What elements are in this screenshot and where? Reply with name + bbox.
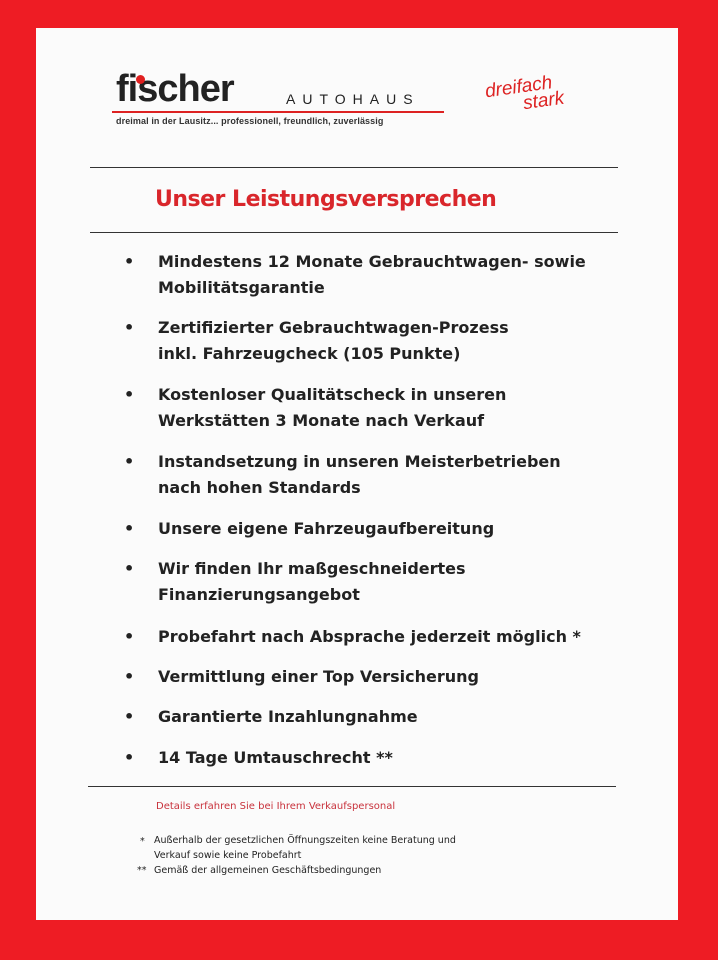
logo-suffix: AUTOHAUS (286, 91, 420, 107)
tagline: dreimal in der Lausitz... professionell,… (116, 116, 384, 126)
page-title: Unser Leistungsversprechen (155, 187, 497, 212)
bullet-icon: • (124, 385, 135, 404)
list-item-text: Zertifizierter Gebrauchtwagen-Prozess in… (158, 318, 509, 363)
footnote-mark: ** (137, 865, 147, 876)
bullet-icon: • (124, 627, 135, 646)
list-item-text: 14 Tage Umtauschrecht ** (158, 748, 393, 767)
bullet-icon: • (124, 748, 135, 767)
logo-underline (112, 111, 444, 113)
bullet-icon: • (124, 667, 135, 686)
details-note: Details erfahren Sie bei Ihrem Verkaufsp… (156, 801, 396, 812)
list-item-text: Unsere eigene Fahrzeugaufbereitung (158, 519, 495, 538)
footnote-text: Außerhalb der gesetzlichen Öffnungszeite… (154, 835, 456, 861)
list-item-text: Instandsetzung in unseren Meisterbetrieb… (158, 452, 561, 497)
list-item-text: Garantierte Inzahlungnahme (158, 707, 418, 726)
bullet-icon: • (124, 452, 135, 471)
bullet-icon: • (124, 559, 135, 578)
list-item-text: Kostenloser Qualitätscheck in unseren We… (158, 385, 507, 430)
footnote-mark: * (140, 836, 145, 847)
logo-dot-icon (136, 75, 145, 84)
bullet-icon: • (124, 318, 135, 337)
footnote-text: Gemäß der allgemeinen Geschäftsbedingung… (154, 865, 382, 876)
list-item-text: Mindestens 12 Monate Gebrauchtwagen- sow… (158, 252, 586, 297)
slogan-logo: dreifach stark (484, 72, 566, 117)
bullet-icon: • (124, 519, 135, 538)
logo-text: fischer (116, 68, 235, 110)
bullet-icon: • (124, 252, 135, 271)
divider (90, 167, 618, 168)
divider (88, 786, 616, 787)
list-item-text: Probefahrt nach Absprache jederzeit mögl… (158, 627, 581, 646)
divider (90, 232, 618, 233)
document-page: fischer AUTOHAUS dreimal in der Lausitz.… (36, 28, 678, 920)
bullet-icon: • (124, 707, 135, 726)
list-item-text: Wir finden Ihr maßgeschneidertes Finanzi… (158, 559, 466, 604)
list-item-text: Vermittlung einer Top Versicherung (158, 667, 479, 686)
